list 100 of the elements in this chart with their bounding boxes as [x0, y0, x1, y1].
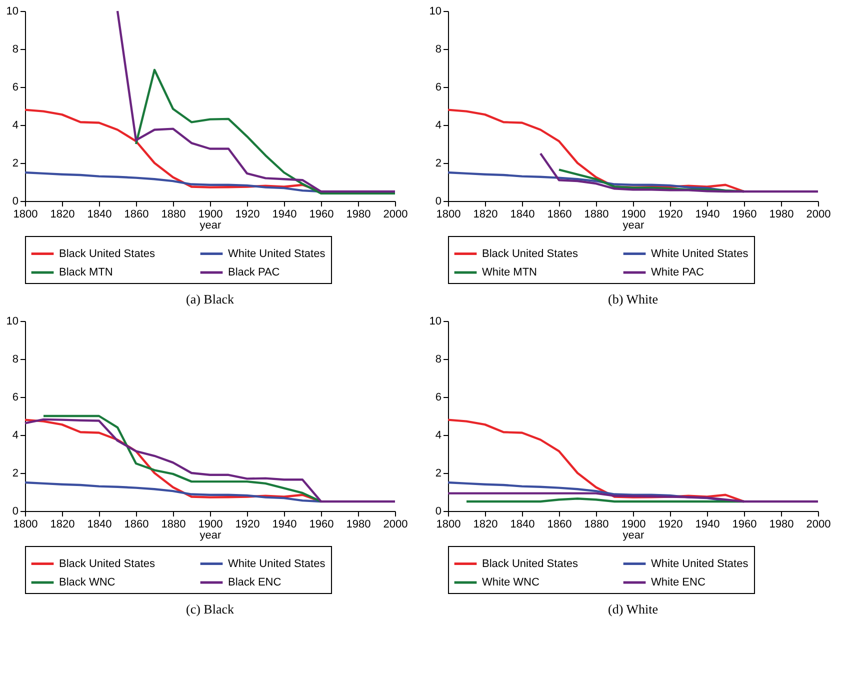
y-tick-label: 2 [12, 468, 18, 480]
x-tick-label: 1820 [473, 208, 498, 220]
legend-label: Black MTN [59, 266, 113, 278]
x-tick-label: 1840 [510, 518, 535, 530]
y-tick-label: 4 [12, 430, 18, 442]
x-tick-label: 1880 [584, 208, 609, 220]
line-series [446, 492, 820, 503]
line-series [116, 10, 396, 193]
x-axis-title: year [200, 220, 222, 232]
y-tick-label: 2 [12, 158, 18, 170]
x-tick-label: 1920 [235, 518, 260, 530]
legend-label: Black United States [482, 248, 578, 260]
x-tick-label: 1940 [695, 518, 720, 530]
x-tick-label: 1840 [510, 208, 535, 220]
x-tick-label: 1940 [272, 208, 297, 220]
legend-label: White MTN [482, 266, 538, 278]
legend-label: White PAC [651, 266, 704, 278]
x-axis-title: year [622, 530, 645, 542]
legend-label: Black United States [482, 558, 578, 570]
line-series [446, 108, 746, 193]
y-tick-label: 8 [435, 44, 442, 56]
x-tick-label: 1800 [13, 208, 38, 220]
x-tick-label: 1920 [658, 518, 683, 530]
x-tick-label: 1880 [584, 518, 609, 530]
y-tick-label: 0 [12, 196, 18, 208]
legend-label: Black ENC [228, 576, 282, 588]
line-series [539, 152, 820, 193]
x-tick-label: 1880 [161, 208, 186, 220]
y-tick-label: 10 [6, 6, 18, 18]
y-tick-label: 0 [435, 196, 442, 208]
y-tick-label: 8 [435, 354, 442, 366]
x-tick-label: 1960 [309, 208, 334, 220]
x-tick-label: 1940 [695, 208, 720, 220]
x-tick-label: 1880 [161, 518, 186, 530]
text: (a) Black [186, 292, 234, 306]
x-tick-label: 1800 [436, 208, 461, 220]
y-tick-label: 10 [6, 316, 18, 328]
x-axis-title: year [622, 220, 645, 232]
legend-label: Black WNC [59, 576, 116, 588]
y-tick-label: 6 [435, 82, 442, 94]
x-tick-label: 2000 [383, 518, 408, 530]
y-tick-label: 10 [429, 6, 442, 18]
x-tick-label: 1960 [309, 518, 334, 530]
y-tick-label: 0 [435, 506, 442, 518]
y-tick-label: 4 [435, 430, 442, 442]
y-tick-label: 8 [12, 44, 18, 56]
x-tick-label: 1840 [87, 208, 112, 220]
y-tick-label: 2 [435, 158, 442, 170]
x-tick-label: 1820 [50, 208, 75, 220]
x-tick-label: 1900 [198, 208, 223, 220]
x-tick-label: 2000 [806, 208, 831, 220]
x-tick-label: 1840 [87, 518, 112, 530]
legend-label: White United States [228, 558, 326, 570]
text: (b) White [608, 292, 658, 306]
x-tick-label: 1980 [769, 208, 794, 220]
x-tick-label: 2000 [383, 208, 408, 220]
y-tick-label: 6 [435, 392, 442, 404]
x-tick-label: 1860 [124, 208, 149, 220]
x-axis-title: year [200, 530, 222, 542]
line-series [134, 68, 396, 194]
x-tick-label: 1860 [547, 208, 572, 220]
y-tick-label: 2 [435, 468, 442, 480]
x-tick-label: 1860 [124, 518, 149, 530]
legend-label: Black United States [59, 248, 156, 260]
y-tick-label: 6 [12, 82, 18, 94]
y-tick-label: 0 [12, 506, 18, 518]
line-series [24, 418, 396, 503]
x-tick-label: 1900 [621, 208, 646, 220]
x-tick-label: 1820 [50, 518, 75, 530]
legend-label: Black PAC [228, 266, 280, 278]
y-tick-label: 10 [429, 316, 442, 328]
legend-label: Black United States [59, 558, 156, 570]
x-tick-label: 1900 [198, 518, 223, 530]
x-tick-label: 1900 [621, 518, 646, 530]
y-tick-label: 6 [12, 392, 18, 404]
x-tick-label: 1920 [658, 208, 683, 220]
x-tick-label: 1960 [732, 518, 757, 530]
x-tick-label: 1920 [235, 208, 260, 220]
x-tick-label: 1800 [436, 518, 461, 530]
y-tick-label: 4 [435, 120, 442, 132]
x-tick-label: 1980 [346, 518, 371, 530]
x-tick-label: 1820 [473, 518, 498, 530]
line-series [24, 481, 322, 503]
x-tick-label: 1980 [769, 518, 794, 530]
text: (c) Black [186, 602, 234, 616]
x-tick-label: 1960 [732, 208, 757, 220]
y-tick-label: 4 [12, 120, 18, 132]
x-tick-label: 2000 [806, 518, 831, 530]
y-tick-label: 8 [12, 354, 18, 366]
text: (d) White [608, 602, 658, 616]
x-tick-label: 1940 [272, 518, 297, 530]
x-tick-label: 1860 [547, 518, 572, 530]
legend-label: White United States [228, 248, 326, 260]
legend-label: White WNC [482, 576, 540, 588]
legend-label: White ENC [651, 576, 706, 588]
x-tick-label: 1980 [346, 208, 371, 220]
legend-label: White United States [651, 558, 749, 570]
legend-label: White United States [651, 248, 749, 260]
x-tick-label: 1800 [13, 518, 38, 530]
line-series [446, 418, 746, 503]
